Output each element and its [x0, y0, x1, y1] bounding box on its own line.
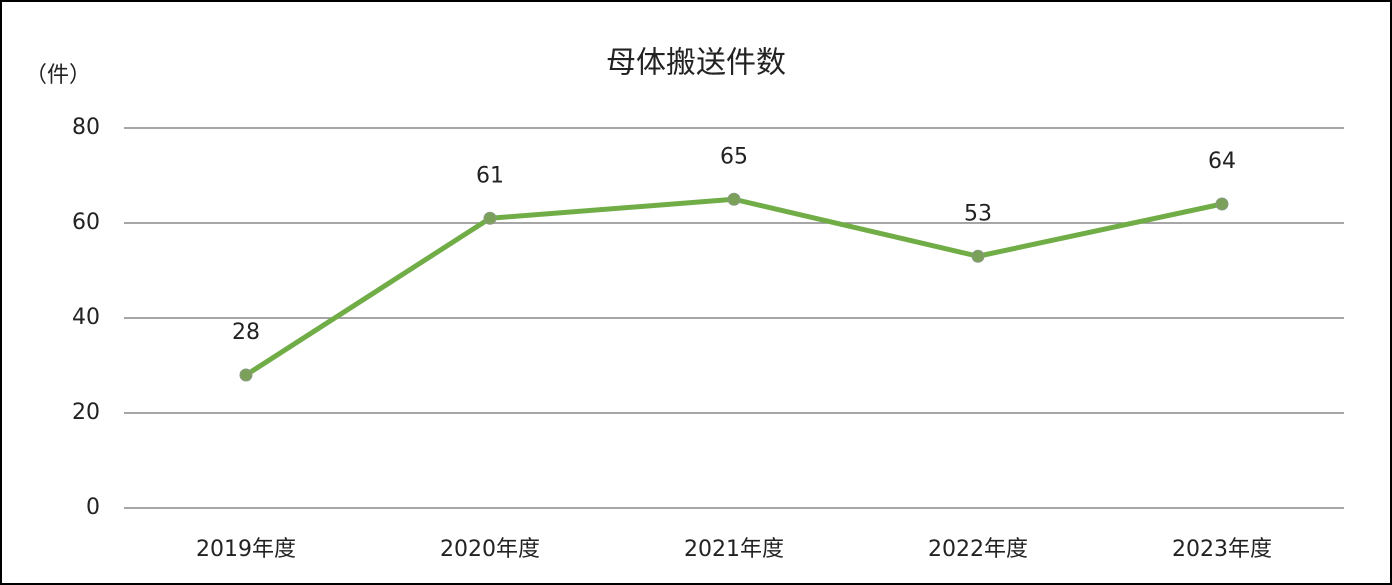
data-point — [971, 249, 985, 263]
y-axis-label: （件） — [25, 63, 91, 88]
data-label: 53 — [964, 201, 992, 226]
data-label: 61 — [476, 163, 504, 188]
y-tick-label: 20 — [72, 400, 100, 425]
y-tick-label: 60 — [72, 210, 100, 235]
x-tick-label: 2021年度 — [684, 537, 784, 562]
data-label: 64 — [1208, 149, 1236, 174]
data-point — [483, 211, 497, 225]
y-tick-label: 40 — [72, 305, 100, 330]
x-tick-label: 2019年度 — [196, 537, 296, 562]
chart-title: 母体搬送件数 — [606, 46, 786, 81]
x-tick-label: 2020年度 — [440, 537, 540, 562]
data-label: 28 — [232, 320, 260, 345]
data-label: 65 — [720, 144, 748, 169]
x-tick-label: 2023年度 — [1172, 537, 1272, 562]
x-tick-label: 2022年度 — [928, 537, 1028, 562]
data-point — [239, 368, 253, 382]
data-point — [727, 192, 741, 206]
y-tick-label: 80 — [72, 115, 100, 140]
data-point — [1215, 197, 1229, 211]
y-tick-label: 0 — [86, 495, 100, 520]
